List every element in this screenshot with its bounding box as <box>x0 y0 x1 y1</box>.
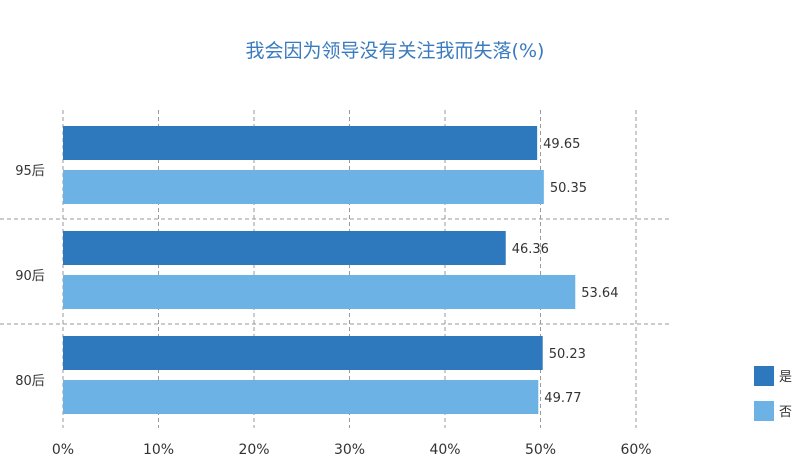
grid-lines <box>62 110 637 428</box>
bar <box>63 126 538 160</box>
bar <box>63 275 576 309</box>
legend-label: 是 <box>779 370 792 385</box>
bars <box>63 126 576 414</box>
data-label: 50.35 <box>550 181 587 196</box>
category-label: 80后 <box>15 374 45 389</box>
x-tick-label: 50% <box>525 442 556 458</box>
data-label: 53.64 <box>581 286 618 301</box>
chart-title: 我会因为领导没有关注我而失落(%) <box>246 40 545 62</box>
bar <box>63 231 506 265</box>
x-tick-label: 20% <box>238 442 269 458</box>
bar <box>63 336 543 370</box>
legend-swatch <box>754 366 774 386</box>
legend-label: 否 <box>779 405 792 420</box>
category-labels: 95后 90后 80后 <box>15 164 45 389</box>
data-label: 46.36 <box>512 242 549 257</box>
data-label: 49.77 <box>544 391 581 406</box>
data-labels: 49.65 50.35 46.36 53.64 50.23 49.77 <box>512 137 619 406</box>
legend-swatch <box>754 401 774 421</box>
x-tick-label: 30% <box>334 442 365 458</box>
x-tick-label: 40% <box>429 442 460 458</box>
category-label: 95后 <box>15 164 45 179</box>
category-label: 90后 <box>15 269 45 284</box>
x-tick-label: 60% <box>620 442 651 458</box>
bar <box>63 380 539 414</box>
x-tick-label: 10% <box>143 442 174 458</box>
data-label: 50.23 <box>549 347 586 362</box>
legend: 是否 <box>754 366 792 421</box>
bar <box>63 170 544 204</box>
x-axis-ticks: 0% 10% 20% 30% 40% 50% 60% <box>52 442 652 458</box>
x-tick-label: 0% <box>52 442 74 458</box>
data-label: 49.65 <box>543 137 580 152</box>
